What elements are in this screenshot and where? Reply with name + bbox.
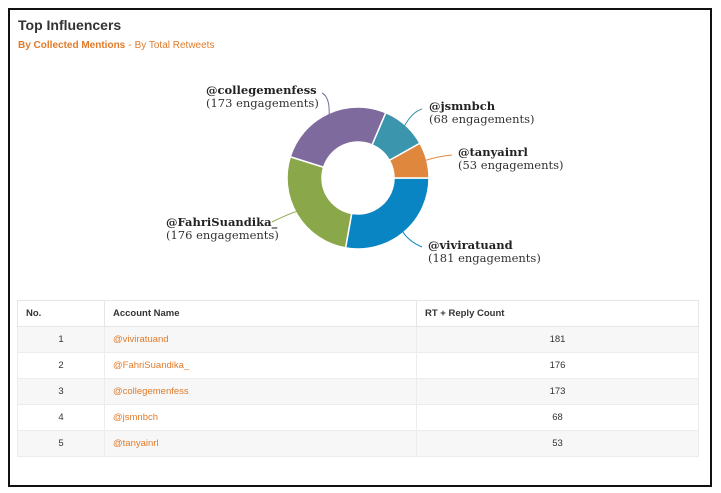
label-leader-line (403, 108, 423, 127)
slice-label-value: (173 engagements) (206, 96, 319, 110)
column-header-rt-reply-count: RT + Reply Count (416, 300, 699, 327)
donut-slice-tanyainrl[interactable] (388, 142, 430, 179)
rt-reply-count: 181 (416, 326, 699, 353)
column-header-account-name: Account Name (104, 300, 417, 327)
account-link[interactable]: @tanyainrl (104, 430, 417, 457)
column-header-no: No. (17, 300, 105, 327)
slice-label-name: @jsmnbch (429, 99, 496, 113)
row-number: 1 (17, 326, 105, 353)
slice-label-value: (176 engagements) (166, 228, 279, 242)
account-link[interactable]: @collegemenfess (104, 378, 417, 405)
widget-title: Top Influencers (18, 17, 122, 33)
label-leader-line (271, 210, 301, 223)
row-number: 3 (17, 378, 105, 405)
account-link[interactable]: @FahriSuandika_ (104, 352, 417, 379)
table-row: 1 @viviratuand 181 (17, 326, 699, 353)
table-row: 2 @FahriSuandika_ 176 (17, 352, 699, 379)
account-link[interactable]: @jsmnbch (104, 404, 417, 431)
donut-slice-viviratuand[interactable] (344, 177, 430, 250)
rt-reply-count: 53 (416, 430, 699, 457)
label-leader-line (401, 230, 423, 248)
slice-label-name: @collegemenfess (206, 83, 317, 97)
tab-separator: - (128, 40, 132, 51)
table-row: 5 @tanyainrl 53 (17, 430, 699, 457)
table-row: 3 @collegemenfess 173 (17, 378, 699, 405)
donut-slice-fahrisuandika_[interactable] (286, 155, 353, 249)
donut-slices (286, 106, 430, 250)
slice-label-name: @viviratuand (428, 238, 513, 252)
rt-reply-count: 68 (416, 404, 699, 431)
top-influencers-widget: Top Influencers By Collected Mentions - By… (8, 8, 712, 487)
table-row: 4 @jsmnbch 68 (17, 404, 699, 431)
label-leader-line (424, 154, 453, 162)
label-leader-line (321, 92, 330, 116)
tab-by-total-retweets[interactable]: By Total Retweets (134, 40, 215, 51)
influencers-table: No. Account Name RT + Reply Count 1 @viv… (17, 300, 699, 457)
donut-slice-collegemenfess[interactable] (289, 106, 387, 169)
slice-label-name: @FahriSuandika_ (166, 215, 278, 230)
slice-label-value: (68 engagements) (429, 112, 535, 126)
slice-label-value: (53 engagements) (458, 158, 564, 172)
row-number: 2 (17, 352, 105, 379)
engagement-donut-chart: @viviratuand(181 engagements) @FahriSuand… (166, 83, 564, 265)
rt-reply-count: 176 (416, 352, 699, 379)
slice-labels: @viviratuand(181 engagements) @FahriSuand… (166, 83, 564, 265)
label-leaders (271, 92, 453, 248)
row-number: 5 (17, 430, 105, 457)
account-link[interactable]: @viviratuand (104, 326, 417, 353)
row-number: 4 (17, 404, 105, 431)
tab-by-collected-mentions[interactable]: By Collected Mentions (18, 40, 126, 51)
view-toggle: By Collected Mentions - By Total Retweets (18, 40, 214, 51)
table-header-row: No. Account Name RT + Reply Count (17, 300, 699, 327)
rt-reply-count: 173 (416, 378, 699, 405)
slice-label-value: (181 engagements) (428, 251, 541, 265)
slice-label-name: @tanyainrl (458, 145, 529, 159)
